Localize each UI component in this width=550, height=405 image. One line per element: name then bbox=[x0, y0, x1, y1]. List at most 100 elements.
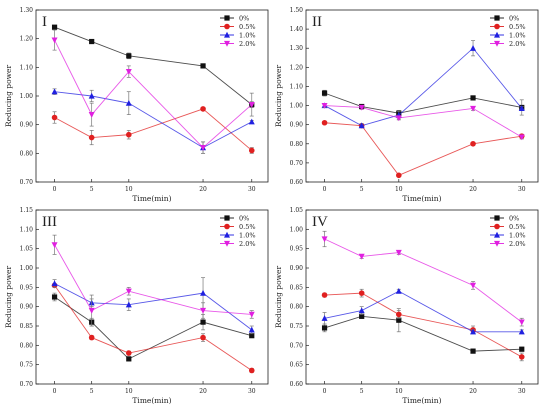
data-point bbox=[200, 334, 206, 341]
legend-entry: 0.5% bbox=[239, 223, 256, 231]
panel-label: IV bbox=[312, 214, 328, 230]
data-point bbox=[51, 88, 58, 95]
y-tick-label: 0.80 bbox=[20, 342, 34, 349]
legend-entry: 1.0% bbox=[509, 31, 526, 39]
data-point bbox=[518, 354, 525, 360]
legend-entry: 1.0% bbox=[239, 231, 256, 239]
data-point bbox=[125, 99, 132, 106]
data-point bbox=[125, 69, 132, 75]
y-tick-label: 1.00 bbox=[20, 93, 34, 100]
legend-marker bbox=[224, 223, 230, 230]
x-tick-label: 30 bbox=[248, 186, 256, 193]
data-point bbox=[200, 145, 207, 151]
series-3 bbox=[51, 234, 255, 327]
legend-marker bbox=[224, 215, 230, 221]
plot-frame bbox=[305, 9, 539, 183]
data-point bbox=[358, 290, 365, 296]
data-point bbox=[470, 95, 476, 101]
series-line bbox=[54, 108, 253, 151]
data-point bbox=[88, 307, 95, 314]
data-point bbox=[358, 307, 365, 314]
legend-marker bbox=[494, 23, 500, 30]
data-point bbox=[248, 102, 255, 108]
x-tick-label: 20 bbox=[469, 388, 477, 395]
legend-marker bbox=[224, 31, 230, 38]
series-line bbox=[54, 283, 253, 331]
legend-marker bbox=[224, 23, 230, 30]
x-tick-label: 5 bbox=[360, 388, 364, 395]
y-tick-label: 1.00 bbox=[290, 226, 304, 233]
data-point bbox=[395, 115, 402, 122]
data-point bbox=[126, 350, 132, 356]
x-axis-label: Time(min) bbox=[132, 194, 171, 203]
series-1 bbox=[321, 119, 525, 179]
x-tick-label: 30 bbox=[518, 186, 526, 193]
legend-marker bbox=[494, 223, 500, 230]
legend: 0%0.5%1.0%2.0% bbox=[490, 214, 526, 248]
data-point bbox=[470, 105, 477, 112]
data-point bbox=[396, 317, 402, 323]
data-point bbox=[395, 288, 402, 294]
legend-entry: 2.0% bbox=[509, 40, 526, 48]
data-point bbox=[200, 307, 207, 314]
y-tick-label: 0.70 bbox=[20, 179, 34, 186]
x-tick-label: 5 bbox=[360, 186, 364, 193]
data-point bbox=[395, 249, 402, 256]
data-point bbox=[126, 131, 132, 138]
legend-entry: 1.0% bbox=[509, 231, 526, 239]
data-point bbox=[51, 280, 58, 287]
legend: 0%0.5%1.0%2.0% bbox=[490, 14, 526, 48]
data-point bbox=[125, 288, 132, 295]
panel-III: III 0.70 0.75 0.80 0.85 0.90 0.95 1.00 1.05 1.10 1… bbox=[4, 207, 269, 405]
data-point bbox=[358, 253, 365, 260]
data-point bbox=[358, 104, 365, 111]
legend-marker bbox=[494, 31, 500, 38]
data-point bbox=[51, 114, 58, 121]
y-tick-label: 1.20 bbox=[290, 64, 304, 71]
data-point bbox=[248, 118, 255, 125]
legend-entry: 2.0% bbox=[239, 240, 256, 248]
y-tick-label: 0.75 bbox=[20, 362, 34, 369]
data-point bbox=[518, 328, 525, 335]
data-point bbox=[321, 325, 328, 331]
data-point bbox=[125, 301, 132, 308]
series-line bbox=[54, 39, 253, 149]
data-point bbox=[88, 92, 95, 99]
series-2 bbox=[321, 288, 525, 335]
series-line bbox=[324, 292, 522, 358]
legend: 0%0.5%1.0%2.0% bbox=[220, 214, 256, 248]
data-point bbox=[248, 367, 255, 374]
data-point bbox=[126, 53, 132, 59]
x-axis-label: Time(min) bbox=[402, 194, 441, 203]
data-point bbox=[359, 313, 365, 319]
y-tick-label: 1.00 bbox=[290, 103, 304, 110]
legend: 0%0.5%1.0%2.0% bbox=[220, 14, 256, 48]
data-point bbox=[51, 294, 58, 300]
x-tick-label: 30 bbox=[518, 388, 526, 395]
series-2 bbox=[51, 277, 255, 335]
legend-entry: 0% bbox=[509, 214, 519, 222]
y-tick-label: 0.80 bbox=[290, 304, 304, 311]
y-tick-label: 1.10 bbox=[20, 226, 34, 233]
data-point bbox=[200, 319, 206, 325]
data-point bbox=[89, 38, 95, 45]
y-tick-label: 0.90 bbox=[20, 304, 34, 311]
y-tick-label: 0.95 bbox=[20, 284, 34, 291]
y-axis-label: Reducing power bbox=[274, 266, 283, 329]
series-0 bbox=[321, 89, 525, 117]
y-tick-label: 0.90 bbox=[290, 265, 304, 272]
panel-label: III bbox=[42, 214, 57, 230]
data-point bbox=[518, 319, 525, 326]
y-tick-label: 1.30 bbox=[20, 7, 34, 14]
series-2 bbox=[51, 88, 255, 154]
x-axis-label: Time(min) bbox=[402, 396, 441, 405]
panel-II: II 0.60 0.70 0.80 0.90 1.00 1.10 1.20 1.30 1.40 1.… bbox=[274, 7, 539, 203]
legend-entry: 2.0% bbox=[239, 40, 256, 48]
data-point bbox=[396, 172, 402, 179]
x-tick-label: 30 bbox=[248, 388, 256, 395]
legend-entry: 0.5% bbox=[509, 23, 526, 31]
data-point bbox=[321, 90, 328, 96]
x-axis-label: Time(min) bbox=[132, 396, 171, 405]
data-point bbox=[321, 315, 328, 321]
series-line bbox=[324, 290, 522, 333]
